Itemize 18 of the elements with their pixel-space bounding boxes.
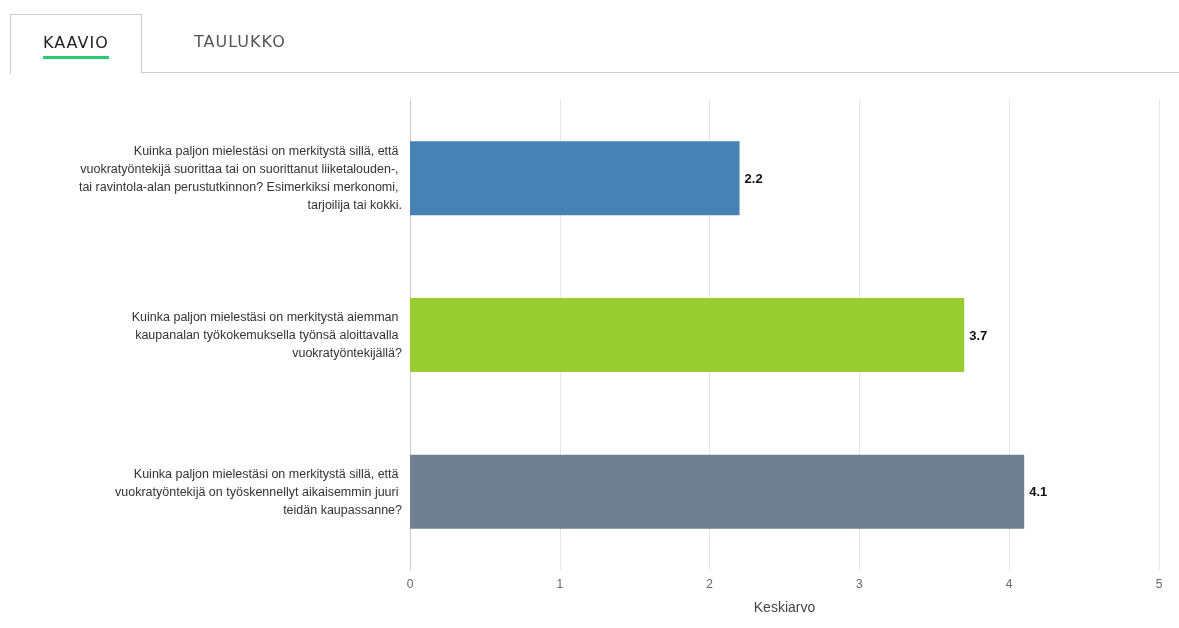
- text: KAAVIO: [43, 33, 109, 59]
- x-tick-label: 3: [856, 577, 864, 591]
- y-tick-label: Kuinka paljon mielestäsi on merkitystä aiemman kaupanalan työkokemuksella työnsä aloittavalla vuokratyöntekijällä?: [131, 310, 403, 360]
- y-tick-label: Kuinka paljon mielestäsi on merkitystä sillä, että vuokratyöntekijä on työskennellyt aikaisemmin juuri teidän kaupassanne?: [115, 466, 403, 517]
- data-label: 3.7: [969, 327, 988, 343]
- x-tick-label: 2: [706, 577, 714, 591]
- bar: [410, 454, 1025, 529]
- x-tick-label: 0: [406, 577, 414, 591]
- data-label: 4.1: [1029, 484, 1048, 500]
- x-tick-label: 4: [1005, 577, 1013, 591]
- x-tick-label: 1: [556, 577, 564, 591]
- data-label: 2.2: [744, 170, 763, 186]
- text: TAULUKKO: [194, 32, 286, 51]
- bar: [410, 298, 965, 372]
- y-tick-label: Kuinka paljon mielestäsi on merkitystä sillä, että vuokratyöntekijä suorittaa tai on suorittanut liiketalouden-, tai ravintola-alan perustutkinnon? Esimerkiksi merkonomi, tarjoilija tai kokki.: [78, 144, 402, 213]
- x-tick-label: 5: [1155, 577, 1163, 591]
- bar: [410, 141, 740, 216]
- x-axis-title: Keskiarvo: [753, 599, 816, 615]
